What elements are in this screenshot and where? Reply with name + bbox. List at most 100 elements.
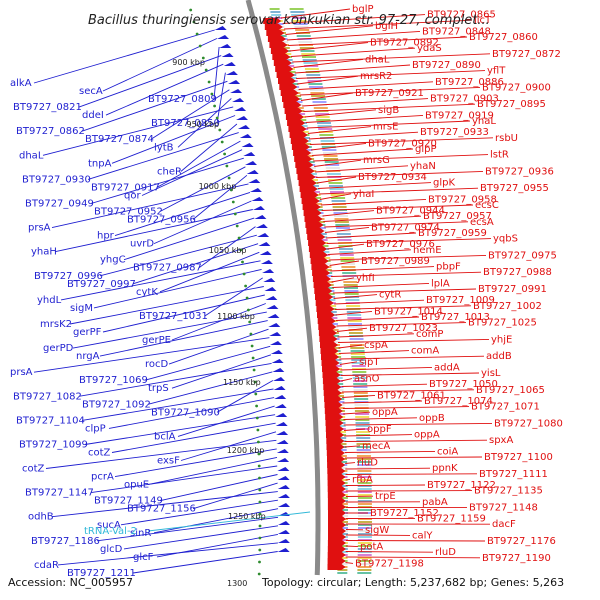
gene-label-left[interactable]: clpP bbox=[85, 423, 106, 434]
gene-label-right[interactable]: trpE bbox=[375, 491, 396, 502]
gene-label-left[interactable]: BT9727_0952 bbox=[94, 207, 163, 218]
gene-label-left[interactable]: prsA bbox=[28, 223, 51, 234]
gene-label-right[interactable]: BT9727_1002 bbox=[473, 301, 542, 312]
gene-label-left[interactable]: gerPE bbox=[142, 335, 171, 346]
gene-label-right[interactable]: comP bbox=[416, 329, 443, 340]
gene-label-right[interactable]: yhaI bbox=[353, 189, 374, 200]
gene-label-left[interactable]: rocD bbox=[145, 359, 169, 370]
gene-label-left[interactable]: BT9727_0930 bbox=[22, 174, 91, 185]
gene-label-right[interactable]: lstR bbox=[490, 150, 509, 161]
gene-label-left[interactable]: uvrD bbox=[130, 239, 154, 250]
gene-label-right[interactable]: BT9727_1159 bbox=[417, 514, 486, 525]
gene-label-right[interactable]: BT9727_0991 bbox=[478, 284, 547, 295]
gene-label-left[interactable]: BT9727_0917 bbox=[91, 182, 160, 193]
gene-label-right[interactable]: bglP bbox=[352, 4, 374, 15]
gene-label-right[interactable]: BT9727_1190 bbox=[482, 553, 551, 564]
gene-label-right[interactable]: BT9727_0959 bbox=[418, 228, 487, 239]
gene-label-right[interactable]: BT9727_0865 bbox=[427, 10, 496, 21]
gene-label-right[interactable]: glpP bbox=[415, 144, 437, 155]
gene-label-left[interactable]: yhgC bbox=[100, 255, 126, 266]
gene-label-left[interactable]: BT9727_0956 bbox=[127, 215, 196, 226]
gene-label-right[interactable]: BT9727_0957 bbox=[423, 211, 492, 222]
gene-label-left[interactable]: BT9727_1149 bbox=[94, 496, 163, 507]
gene-label-right[interactable]: mrsE bbox=[373, 122, 398, 133]
gene-label-left[interactable]: sigM bbox=[70, 303, 93, 314]
gene-label-right[interactable]: addB bbox=[486, 351, 512, 362]
gene-label-left[interactable]: trpS bbox=[148, 383, 169, 394]
gene-label-right[interactable]: BT9727_1135 bbox=[474, 486, 543, 497]
gene-label-right[interactable]: mrsR2 bbox=[360, 71, 392, 82]
gene-label-right[interactable]: cytR bbox=[379, 290, 401, 301]
gene-label-right[interactable]: oppA bbox=[414, 430, 440, 441]
gene-label-left[interactable]: glcD bbox=[100, 544, 123, 555]
gene-label-right[interactable]: yhjE bbox=[491, 334, 512, 345]
gene-label-right[interactable]: BT9727_0920 bbox=[368, 138, 437, 149]
gene-label-right[interactable]: BT9727_1122 bbox=[427, 480, 496, 491]
gene-label-left[interactable]: BT9727_0987 bbox=[133, 263, 202, 274]
gene-label-right[interactable]: BT9727_1061 bbox=[377, 390, 446, 401]
gene-label-right[interactable]: BT9727_0934 bbox=[358, 172, 427, 183]
gene-label-right[interactable]: pbpF bbox=[436, 262, 461, 273]
gene-label-left[interactable]: BT9727_1186 bbox=[31, 536, 100, 547]
gene-label-right[interactable]: BT9727_1176 bbox=[487, 536, 556, 547]
gene-label-left[interactable]: BT9727_1069 bbox=[79, 375, 148, 386]
gene-label-right[interactable]: BT9727_0936 bbox=[485, 166, 554, 177]
gene-label-right[interactable]: potA bbox=[360, 542, 383, 553]
gene-label-right[interactable]: BT9727_0903 bbox=[430, 94, 499, 105]
gene-label-left[interactable]: secA bbox=[79, 86, 103, 97]
gene-label-left[interactable]: BT9727_1104 bbox=[16, 415, 85, 426]
gene-label-right[interactable]: BT9727_0895 bbox=[477, 99, 546, 110]
gene-label-left[interactable]: BT9727_0996 bbox=[34, 271, 103, 282]
gene-label-right[interactable]: BT9727_1050 bbox=[429, 379, 498, 390]
gene-label-right[interactable]: oppA bbox=[372, 407, 398, 418]
gene-label-right[interactable]: BT9727_0955 bbox=[480, 183, 549, 194]
gene-label-right[interactable]: BT9727_0933 bbox=[420, 127, 489, 138]
gene-label-right[interactable]: BT9727_1198 bbox=[355, 558, 424, 569]
rna-label[interactable]: tRNA-Val-2 bbox=[84, 526, 137, 537]
gene-label-right[interactable]: BT9727_1013 bbox=[421, 312, 490, 323]
gene-label-right[interactable]: BT9727_1111 bbox=[479, 469, 548, 480]
gene-label-left[interactable]: BT9727_0862 bbox=[16, 126, 85, 137]
gene-label-left[interactable]: BT9727_1090 bbox=[151, 407, 220, 418]
gene-label-right[interactable]: rsbU bbox=[495, 133, 518, 144]
gene-label-right[interactable]: ecsA bbox=[470, 217, 494, 228]
gene-label-left[interactable]: BT9727_0949 bbox=[25, 199, 94, 210]
gene-label-right[interactable]: BT9727_1152 bbox=[370, 508, 439, 519]
gene-label-left[interactable]: BT9727_0809 bbox=[148, 94, 217, 105]
gene-label-left[interactable]: cotZ bbox=[22, 464, 45, 475]
gene-label-left[interactable]: lytB bbox=[154, 142, 174, 153]
gene-label-right[interactable]: mrsG bbox=[363, 155, 390, 166]
gene-label-right[interactable]: BT9727_0892 bbox=[370, 38, 439, 49]
gene-label-right[interactable]: sigW bbox=[365, 525, 389, 536]
gene-label-right[interactable]: BT9727_1025 bbox=[468, 318, 537, 329]
gene-label-right[interactable]: BT9727_0886 bbox=[435, 77, 504, 88]
gene-label-left[interactable]: yhaH bbox=[31, 247, 57, 258]
gene-label-left[interactable]: qor bbox=[124, 191, 141, 202]
gene-label-left[interactable]: dhaL bbox=[19, 150, 44, 161]
gene-label-left[interactable]: cytK bbox=[136, 287, 158, 298]
gene-label-right[interactable]: ydaS bbox=[417, 43, 442, 54]
gene-label-left[interactable]: hpr bbox=[97, 231, 115, 242]
gene-label-right[interactable]: oppF bbox=[367, 424, 392, 435]
gene-label-left[interactable]: BT9727_1031 bbox=[139, 311, 208, 322]
gene-label-right[interactable]: BT9727_1100 bbox=[484, 452, 553, 463]
gene-label-right[interactable]: lplA bbox=[431, 278, 450, 289]
gene-label-right[interactable]: BT9727_0944 bbox=[376, 206, 445, 217]
gene-label-left[interactable]: BT9727_1082 bbox=[13, 391, 82, 402]
gene-label-right[interactable]: addA bbox=[434, 362, 460, 373]
gene-label-right[interactable]: ppnK bbox=[432, 463, 458, 474]
gene-label-left[interactable]: BT9727_0821 bbox=[13, 102, 82, 113]
gene-label-left[interactable]: BT9727_1156 bbox=[127, 504, 196, 515]
gene-label-right[interactable]: BT9727_0975 bbox=[488, 250, 557, 261]
gene-label-left[interactable]: tnpA bbox=[88, 158, 112, 169]
gene-label-right[interactable]: BT9727_0921 bbox=[355, 88, 424, 99]
gene-label-right[interactable]: rluD bbox=[435, 547, 456, 558]
gene-label-left[interactable]: BT9727_1147 bbox=[25, 488, 94, 499]
gene-label-left[interactable]: BT9727_0874 bbox=[85, 134, 154, 145]
gene-label-left[interactable]: cdaR bbox=[34, 560, 59, 571]
gene-label-left[interactable]: BT9727_0850 bbox=[151, 118, 220, 129]
gene-label-right[interactable]: BT9727_0989 bbox=[361, 256, 430, 267]
gene-label-right[interactable]: BT9727_0848 bbox=[422, 26, 491, 37]
gene-label-right[interactable]: glpK bbox=[433, 178, 455, 189]
